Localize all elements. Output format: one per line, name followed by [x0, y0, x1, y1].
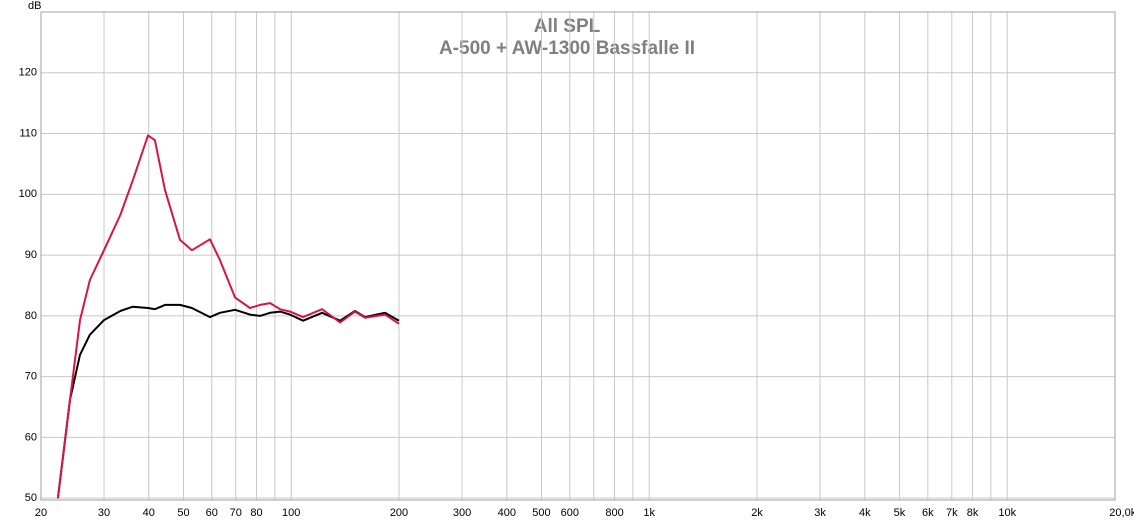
x-tick-label: 8k [967, 507, 979, 519]
x-tick-label: 30 [98, 507, 110, 519]
y-tick-label: 100 [19, 188, 37, 200]
x-tick-label: 40 [143, 507, 155, 519]
x-tick-label: 7k [946, 507, 958, 519]
x-tick-label: 800 [605, 507, 623, 519]
x-tick-label: 100 [282, 507, 300, 519]
y-tick-label: 70 [25, 371, 37, 383]
x-tick-label: 4k [859, 507, 871, 519]
y-axis-label: dB [28, 0, 41, 12]
x-tick-label: 60 [206, 507, 218, 519]
x-tick-label: 10k [998, 507, 1016, 519]
x-tick-label: 200 [390, 507, 408, 519]
y-tick-label: 80 [25, 310, 37, 322]
x-tick-label: 600 [561, 507, 579, 519]
x-tick-label: 50 [177, 507, 189, 519]
x-tick-label: 400 [498, 507, 516, 519]
chart-subtitle: A-500 + AW-1300 Bassfalle II [439, 38, 695, 59]
x-tick-label: 6k [922, 507, 934, 519]
x-tick-label: 70 [230, 507, 242, 519]
x-tick-label: 300 [453, 507, 471, 519]
y-tick-label: 110 [19, 127, 37, 139]
x-tick-label: 20,0k Hz [1109, 507, 1134, 519]
y-tick-label: 60 [25, 431, 37, 443]
plot-frame [40, 11, 1116, 501]
chart-title: All SPL [534, 16, 601, 37]
x-tick-label: 1k [643, 507, 655, 519]
x-tick-label: 5k [894, 507, 906, 519]
x-tick-label: 500 [532, 507, 550, 519]
y-tick-label: 50 [25, 492, 37, 504]
y-tick-label: 120 [19, 67, 37, 79]
x-tick-label: 80 [250, 507, 262, 519]
x-tick-label: 2k [751, 507, 763, 519]
y-tick-label: 90 [25, 249, 37, 261]
data-line [56, 134, 400, 499]
x-tick-label: 20 [35, 507, 47, 519]
x-tick-label: 3k [814, 507, 826, 519]
